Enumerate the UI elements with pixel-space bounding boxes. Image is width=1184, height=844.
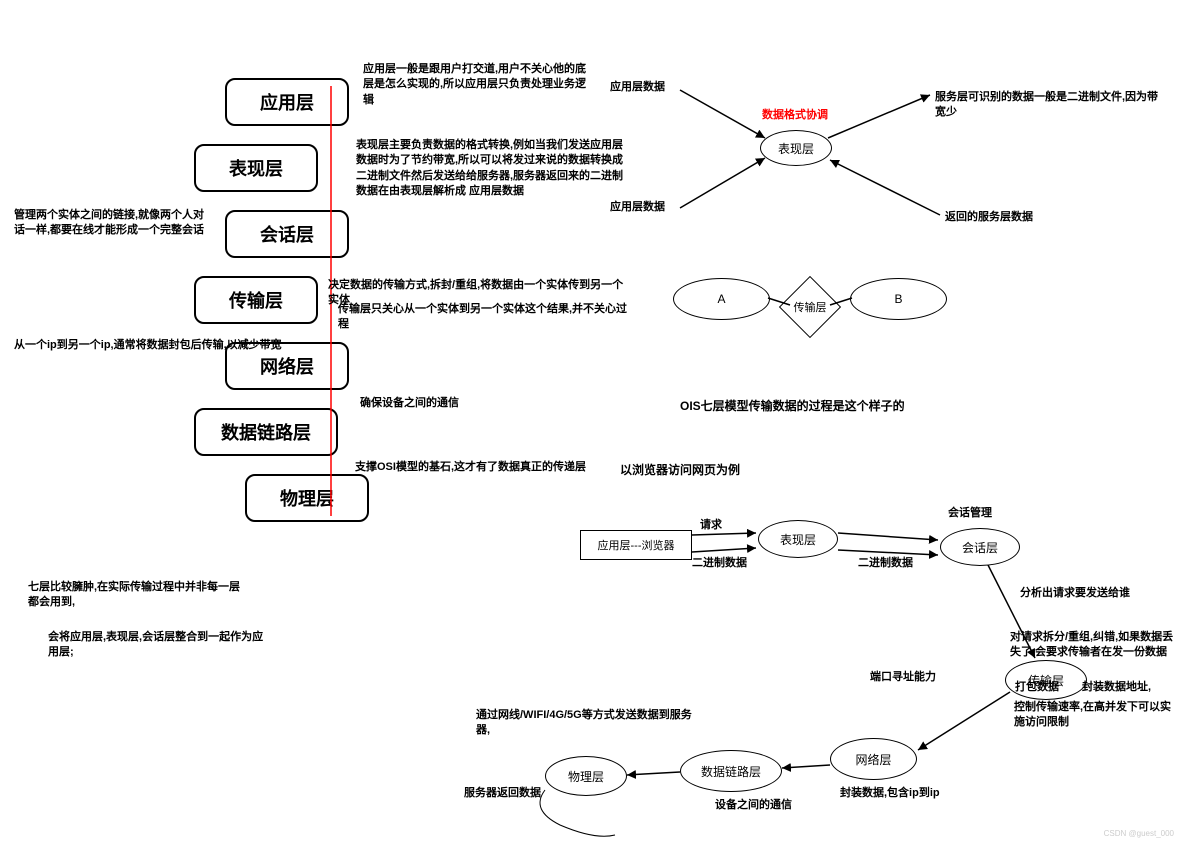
- fl-rate: 控制传输速率,在高并发下可以实施访问限制: [1014, 700, 1174, 731]
- fl-pres: 表现层: [758, 520, 838, 558]
- fl-sessmgmt: 会话管理: [948, 506, 992, 521]
- mr-mid: 传输层: [788, 285, 832, 329]
- fl-bin2: 二进制数据: [858, 556, 913, 571]
- layer-sess: 会话层: [225, 210, 349, 258]
- flow-title: OIS七层模型传输数据的过程是这个样子的: [680, 398, 905, 415]
- tr-nw: 应用层数据: [610, 80, 665, 95]
- ann-app: 应用层一般是跟用户打交道,用户不关心他的底层是怎么实现的,所以应用层只负责处理业…: [363, 62, 588, 108]
- fl-split: 对请求拆分/重组,纠错,如果数据丢失了,会要求传输者在发一份数据: [1010, 630, 1180, 661]
- layer-link: 数据链路层: [194, 408, 338, 456]
- ann-pres: 表现层主要负责数据的格式转换,例如当我们发送应用层数据时为了节约带宽,所以可以将…: [356, 138, 626, 200]
- fl-encap: 封装数据,包含ip到ip: [840, 786, 940, 801]
- fl-return: 服务器返回数据: [464, 786, 541, 801]
- ann-link: 确保设备之间的通信: [360, 396, 560, 411]
- layer-pres: 表现层: [194, 144, 318, 192]
- layer-app: 应用层: [225, 78, 349, 126]
- fl-devcomm: 设备之间的通信: [715, 798, 792, 813]
- fl-req: 请求: [700, 518, 722, 533]
- fl-net: 网络层: [830, 738, 917, 780]
- tr-ne: 服务层可识别的数据一般是二进制文件,因为带宽少: [935, 90, 1165, 121]
- tr-center: 表现层: [760, 130, 832, 166]
- fl-sess: 会话层: [940, 528, 1020, 566]
- fl-phys: 物理层: [545, 756, 627, 796]
- fl-pack: 打包数据: [1015, 680, 1059, 695]
- watermark: CSDN @guest_000: [1104, 829, 1174, 838]
- mr-A: A: [673, 278, 770, 320]
- layer-phys: 物理层: [245, 474, 369, 522]
- flow-sub: 以浏览器访问网页为例: [620, 462, 740, 479]
- note2: 会将应用层,表现层,会话层整合到一起作为应用层;: [48, 630, 268, 661]
- ann-net: 从一个ip到另一个ip,通常将数据封包后传输,以减少带宽: [14, 338, 314, 353]
- tr-red: 数据格式协调: [762, 108, 828, 123]
- ann-sess: 管理两个实体之间的链接,就像两个人对话一样,都要在线才能形成一个完整会话: [14, 208, 214, 239]
- mr-B: B: [850, 278, 947, 320]
- fl-addr: 封装数据地址,: [1082, 680, 1151, 695]
- fl-analyze: 分析出请求要发送给谁: [1020, 586, 1130, 601]
- ann-phys: 支撑OSI模型的基石,这才有了数据真正的传递层: [355, 460, 605, 475]
- tr-se: 返回的服务层数据: [945, 210, 1033, 225]
- layer-trans: 传输层: [194, 276, 318, 324]
- fl-bin1: 二进制数据: [692, 556, 747, 571]
- fl-wire: 通过网线/WIFI/4G/5G等方式发送数据到服务器,: [476, 708, 696, 739]
- fl-port: 端口寻址能力: [870, 670, 936, 685]
- tr-sw: 应用层数据: [610, 200, 665, 215]
- fl-app: 应用层---浏览器: [580, 530, 692, 560]
- ann-trans2: 传输层只关心从一个实体到另一个实体这个结果,并不关心过程: [338, 302, 638, 333]
- note1: 七层比较臃肿,在实际传输过程中并非每一层都会用到,: [28, 580, 248, 611]
- fl-link: 数据链路层: [680, 750, 782, 792]
